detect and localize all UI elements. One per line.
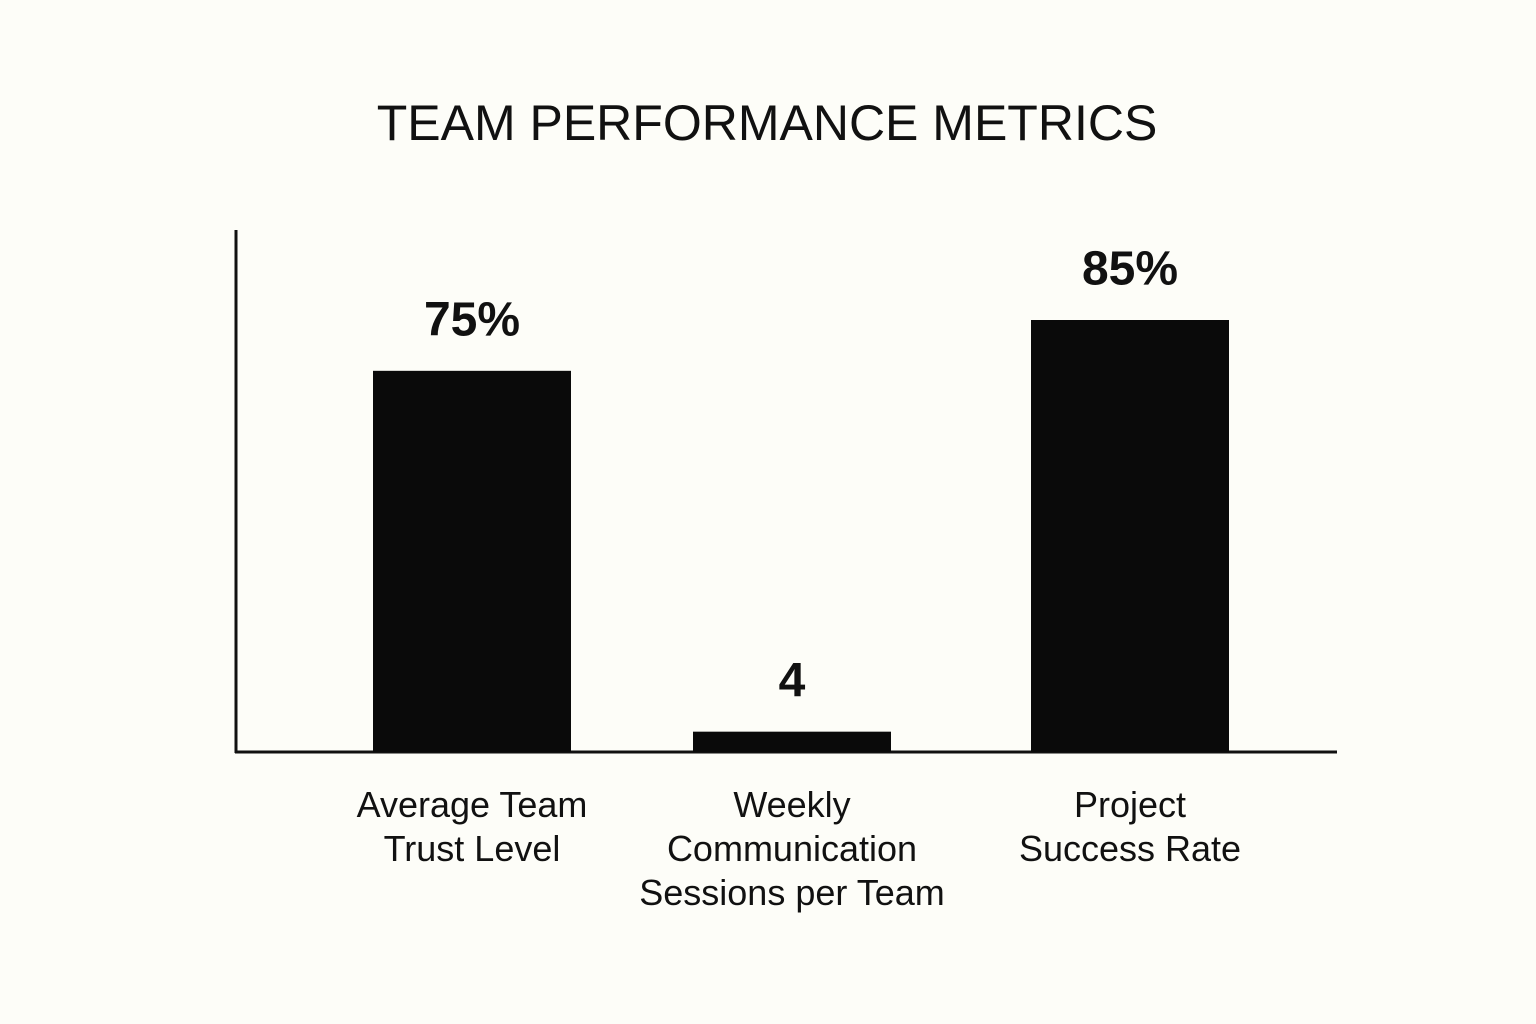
bar [693, 731, 891, 752]
value-label: 85% [1082, 243, 1178, 296]
bar [1031, 320, 1229, 752]
bar [373, 370, 571, 752]
chart-title: TEAM PERFORMANCE METRICS [377, 95, 1158, 151]
x-tick-label: Weekly Communication Sessions per Team [639, 784, 945, 913]
value-label: 4 [779, 654, 806, 707]
value-label: 75% [424, 293, 520, 346]
x-tick-label: Project Success Rate [1018, 784, 1242, 869]
x-tick-label: Average Team Trust Level [356, 784, 588, 869]
